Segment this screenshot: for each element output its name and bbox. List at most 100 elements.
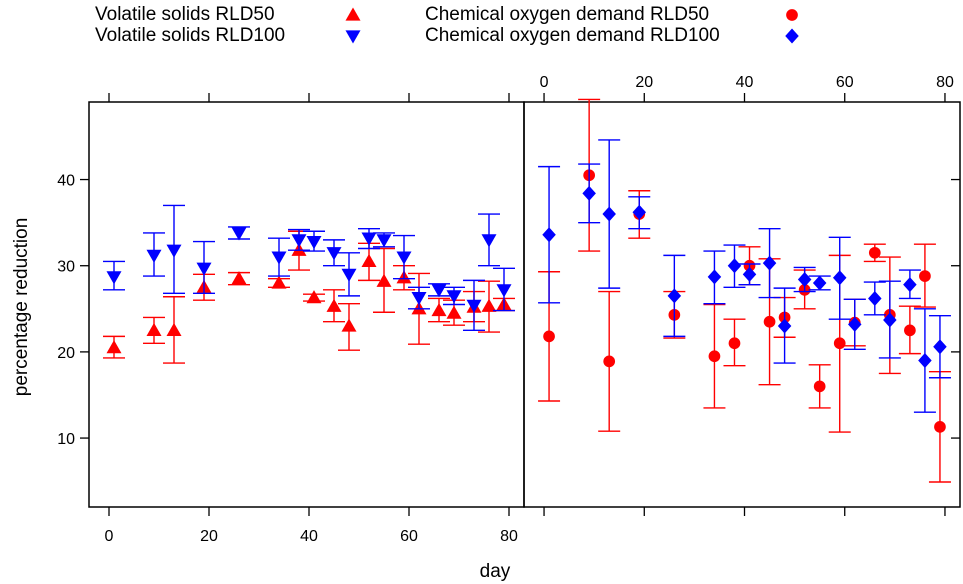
data-point — [103, 335, 125, 359]
point-marker — [271, 251, 287, 265]
point-marker — [196, 262, 212, 276]
data-point — [878, 280, 901, 359]
data-point — [808, 275, 831, 291]
point-marker — [466, 299, 482, 313]
legend-label: Chemical oxygen demand RLD100 — [425, 25, 720, 46]
data-point — [598, 139, 621, 289]
x-tick-label: 60 — [836, 74, 854, 91]
point-marker — [934, 421, 946, 433]
data-point — [913, 308, 936, 413]
data-point — [493, 267, 515, 312]
data-point — [898, 305, 921, 355]
series — [103, 204, 515, 332]
point-marker — [481, 234, 497, 248]
point-marker — [933, 339, 947, 355]
legend-item: Chemical oxygen demand RLD50 — [425, 4, 798, 25]
point-marker — [542, 227, 556, 243]
x-tick-label: 80 — [500, 528, 518, 545]
data-point — [478, 280, 500, 333]
y-tick-label: 30 — [57, 259, 75, 276]
point-marker — [306, 235, 322, 250]
point-marker — [883, 312, 897, 328]
point-marker — [376, 234, 392, 248]
data-point — [863, 281, 886, 316]
legend-item: Chemical oxygen demand RLD100 — [425, 25, 799, 46]
point-marker — [667, 288, 682, 304]
point-marker — [543, 330, 555, 343]
point-marker — [376, 273, 392, 287]
legend-label: Volatile solids RLD50 — [95, 4, 275, 25]
data-point — [428, 297, 450, 323]
point-marker — [106, 271, 122, 285]
y-tick-label: 10 — [57, 431, 75, 448]
data-point — [913, 243, 936, 308]
series — [538, 139, 951, 413]
data-point — [703, 250, 726, 305]
data-point — [393, 234, 415, 280]
data-point — [843, 298, 866, 351]
data-point — [758, 227, 781, 299]
data-point — [793, 266, 816, 293]
point-marker — [326, 298, 342, 312]
point-marker — [632, 204, 647, 220]
data-point — [598, 290, 621, 432]
data-point — [808, 364, 831, 409]
data-point — [268, 237, 290, 277]
data-point — [288, 228, 310, 251]
data-point — [323, 289, 345, 323]
point-marker — [708, 350, 721, 363]
data-point — [538, 165, 561, 304]
point-marker — [797, 272, 812, 288]
data-point — [303, 230, 325, 252]
x-axis-title: day — [480, 561, 511, 582]
point-marker — [763, 315, 776, 328]
data-point — [703, 303, 726, 409]
data-point — [228, 271, 250, 286]
data-point — [738, 263, 761, 286]
legend-label: Volatile solids RLD100 — [95, 25, 285, 46]
point-marker — [832, 270, 847, 286]
point-marker — [582, 185, 596, 201]
legend-marker — [345, 7, 361, 21]
data-point — [338, 252, 360, 297]
data-point — [428, 283, 450, 298]
data-point — [478, 213, 500, 267]
data-point — [663, 254, 686, 338]
data-point — [163, 296, 185, 364]
point-marker — [707, 269, 722, 285]
x-tick-label: 80 — [936, 74, 954, 91]
data-point — [898, 269, 921, 300]
point-marker — [146, 249, 162, 263]
point-marker — [306, 290, 322, 304]
point-marker — [396, 251, 412, 265]
legend-item: Volatile solids RLD50 — [95, 4, 361, 25]
data-point — [408, 286, 430, 310]
x-tick-label: 40 — [300, 528, 318, 545]
panel-frame — [523, 101, 961, 508]
point-marker — [166, 322, 182, 336]
point-marker — [411, 291, 427, 306]
data-point — [193, 240, 215, 294]
point-marker — [918, 353, 932, 369]
x-tick-label: 0 — [540, 74, 549, 91]
point-marker — [728, 337, 741, 350]
data-point — [228, 226, 250, 241]
point-marker — [848, 316, 862, 332]
legend-label: Chemical oxygen demand RLD50 — [425, 4, 709, 25]
data-point — [163, 204, 185, 294]
point-marker — [446, 305, 462, 319]
point-marker — [868, 246, 881, 259]
legend-marker — [785, 28, 799, 44]
y-axis-title: percentage reduction — [11, 218, 32, 397]
point-marker — [341, 318, 357, 332]
chart-panel: 0 20 40 60 80 — [523, 74, 961, 516]
data-point — [863, 243, 886, 263]
data-point — [303, 290, 325, 304]
y-tick-label: 20 — [57, 345, 75, 362]
data-point — [103, 260, 125, 291]
x-tick-label: 40 — [736, 74, 754, 91]
point-marker — [271, 275, 287, 289]
point-marker — [431, 284, 447, 298]
point-marker — [291, 234, 307, 248]
